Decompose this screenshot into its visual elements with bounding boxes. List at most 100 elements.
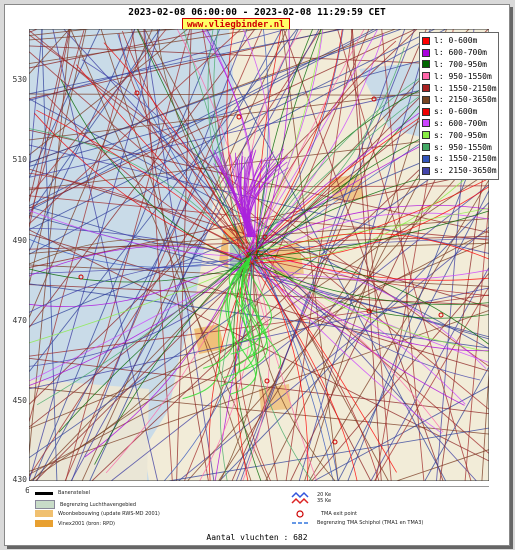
legend-label: s: 950-1550m [434,142,492,152]
flight-track [29,29,167,197]
flight-track [29,29,136,252]
flight-track [245,40,397,258]
legend-label: l: 0-600m [434,36,478,46]
flight-track [220,256,252,387]
flight-track [252,249,444,433]
flight-track [75,64,248,258]
flight-track [29,29,161,481]
flight-track [219,262,253,481]
runway-label: Banenstelsel [58,490,91,496]
tma-boundary-label: Begrenzing TMA Schiphol (TMA1 en TMA3) [317,520,424,526]
tma-exit-label: TMA exit point [321,511,358,517]
flight-track [281,29,339,481]
flight-track [178,226,489,481]
map-legend-bottom: Banenstelsel Begrenzing Luchthavengebied… [29,486,489,531]
ke35-label: 35 Ke [317,498,332,504]
flight-track [29,238,248,268]
flight-track [207,29,247,256]
flight-track [283,29,444,481]
flight-track [308,179,489,481]
flight-track [256,155,489,261]
flight-track [439,132,489,481]
legend-label: l: 700-950m [434,59,487,69]
legend-label: s: 0-600m [434,107,478,117]
airport-swatch [35,500,55,509]
flight-track [70,29,320,481]
flight-track [311,272,489,481]
flight-count: Aantal vluchten : 682 [206,533,308,542]
flight-track [246,157,287,238]
flight-track [236,256,272,344]
flight-track [29,284,489,306]
airport-boundary-label: Begrenzing Luchthavengebied [60,501,137,508]
legend-ke-contours: 20 Ke 35 Ke [291,491,331,505]
flight-track [250,261,313,481]
flight-track [29,34,489,367]
flight-track [29,387,489,435]
flight-track [110,184,489,481]
flight-track [256,29,314,261]
flight-track [246,46,405,258]
flight-track [285,29,354,481]
legend-entry: l: 700-950m [422,59,496,71]
flight-track [245,150,254,238]
y-tick-490: 490 [12,236,27,245]
flight-track [117,33,245,262]
flight-track [244,186,489,264]
flight-track-map [29,29,489,481]
flight-track [249,262,318,481]
housing-swatch [35,510,53,517]
legend-entry: l: 600-700m [422,47,496,59]
flight-track [251,252,489,352]
flight-track [29,263,248,344]
flight-track [118,33,253,253]
legend-housing: Woonbebouwing (update RWS-MD 2001) [35,510,160,517]
legend-entry: l: 0-600m [422,35,496,47]
flight-track [251,256,466,405]
legend-label: s: 1550-2150m [434,154,497,164]
flight-track [228,256,252,340]
flight-track [252,260,443,434]
flight-track [257,233,489,260]
legend-entry: l: 950-1550m [422,70,496,82]
flight-track [168,427,489,481]
tma-boundary-icon [292,522,310,524]
legend-label: s: 600-700m [434,118,487,128]
flight-track [350,29,382,481]
flight-track [203,256,252,369]
legend-label: s: 2150-3650m [434,166,497,176]
legend-entry: s: 2150-3650m [422,165,497,177]
legend-label: l: 950-1550m [434,71,492,81]
ke20-label: 20 Ke [317,492,332,498]
time-range-title: 2023-02-08 06:00:00 - 2023-02-08 11:29:5… [128,7,386,18]
flight-track [58,255,248,433]
flight-track [29,29,70,75]
flight-track [245,29,324,254]
flight-track [29,260,246,313]
flight-track [201,29,256,261]
flight-track [143,29,173,481]
flight-track [244,156,257,238]
flight-track [257,249,334,481]
flight-track [370,267,489,481]
flight-track [253,254,336,481]
flight-track [29,29,256,328]
flight-track [29,233,489,372]
flight-track [29,74,489,178]
legend-label: l: 1550-2150m [434,83,497,93]
legend-label: l: 600-700m [434,48,487,58]
legend-tma-boundary: Begrenzing TMA Schiphol (TMA1 en TMA3) [291,520,423,526]
flight-track [464,201,489,481]
flight-track [29,262,256,283]
flight-track [242,262,270,481]
flight-track [29,250,247,307]
flight-track [255,207,489,251]
flight-track [36,251,252,406]
legend-tma-exit: TMA exit point [295,509,357,519]
legend-airport-boundary: Begrenzing Luchthavengebied [35,500,136,509]
flight-track [70,29,269,481]
flight-track [226,29,252,258]
flight-track [255,29,290,258]
legend-swatch [422,48,430,57]
legend-swatch [422,131,430,140]
